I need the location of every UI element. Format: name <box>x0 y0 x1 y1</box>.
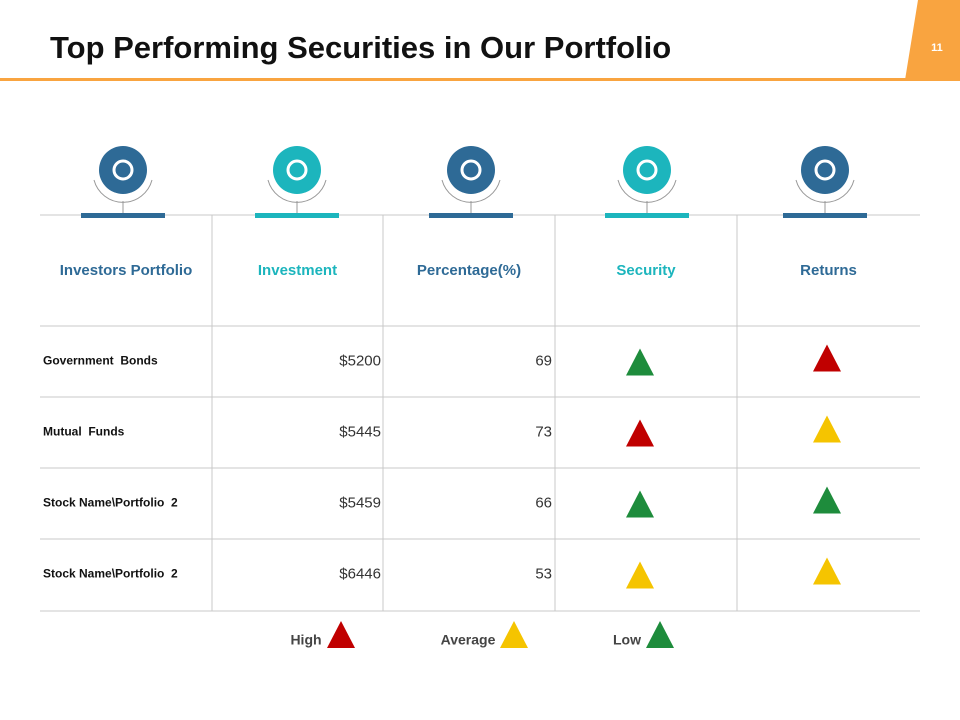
title: Top Performing Securities in Our Portfol… <box>50 30 671 65</box>
percentage: 73 <box>535 423 552 440</box>
returns-indicator <box>813 344 841 372</box>
returns-indicator <box>813 415 841 443</box>
security-indicator <box>626 561 654 589</box>
column-header: Percentage(%) <box>417 262 521 279</box>
row-name: Mutual Funds <box>43 425 125 439</box>
icon-circle <box>99 146 147 194</box>
icon-bar <box>429 213 513 218</box>
percentage: 69 <box>535 352 552 369</box>
investment: $5459 <box>339 494 381 511</box>
icon-circle <box>623 146 671 194</box>
legend-label: High <box>290 632 321 648</box>
security-indicator <box>626 419 654 447</box>
row-name: Stock Name\Portfolio 2 <box>43 567 178 581</box>
percentage: 66 <box>535 494 552 511</box>
legend-label: Average <box>441 632 496 648</box>
icon-glyph <box>112 159 134 181</box>
returns-indicator <box>813 486 841 514</box>
icon-circle <box>447 146 495 194</box>
page-tab <box>905 0 960 80</box>
header-rule <box>0 78 960 81</box>
returns-indicator <box>813 557 841 585</box>
legend-marker <box>327 621 355 648</box>
security-indicator <box>626 490 654 518</box>
icons <box>81 146 867 218</box>
page-number: 11 <box>931 42 943 54</box>
legend-label: Low <box>613 632 641 648</box>
column-header: Investment <box>258 262 337 279</box>
icon-circle <box>273 146 321 194</box>
investment: $5445 <box>339 423 381 440</box>
legend-marker <box>646 621 674 648</box>
percentage: 53 <box>535 565 552 582</box>
column-header: Security <box>616 262 676 279</box>
icon-bar <box>783 213 867 218</box>
column-header: Investors Portfolio <box>60 262 193 279</box>
legend-marker <box>500 621 528 648</box>
icon-glyph <box>460 159 482 181</box>
icon-circle <box>801 146 849 194</box>
row-name: Government Bonds <box>43 354 158 368</box>
icon-glyph <box>286 159 308 181</box>
icon-glyph <box>636 159 658 181</box>
legend: High Average Low <box>290 621 674 648</box>
column-header: Returns <box>800 262 857 279</box>
row-name: Stock Name\Portfolio 2 <box>43 496 178 510</box>
table: Investors Portfolio Investment Percentage(… <box>43 262 857 589</box>
icon-bar <box>255 213 339 218</box>
investment: $6446 <box>339 565 381 582</box>
icon-bar <box>81 213 165 218</box>
icon-glyph <box>814 159 836 181</box>
security-indicator <box>626 348 654 376</box>
investment: $5200 <box>339 352 381 369</box>
icon-bar <box>605 213 689 218</box>
